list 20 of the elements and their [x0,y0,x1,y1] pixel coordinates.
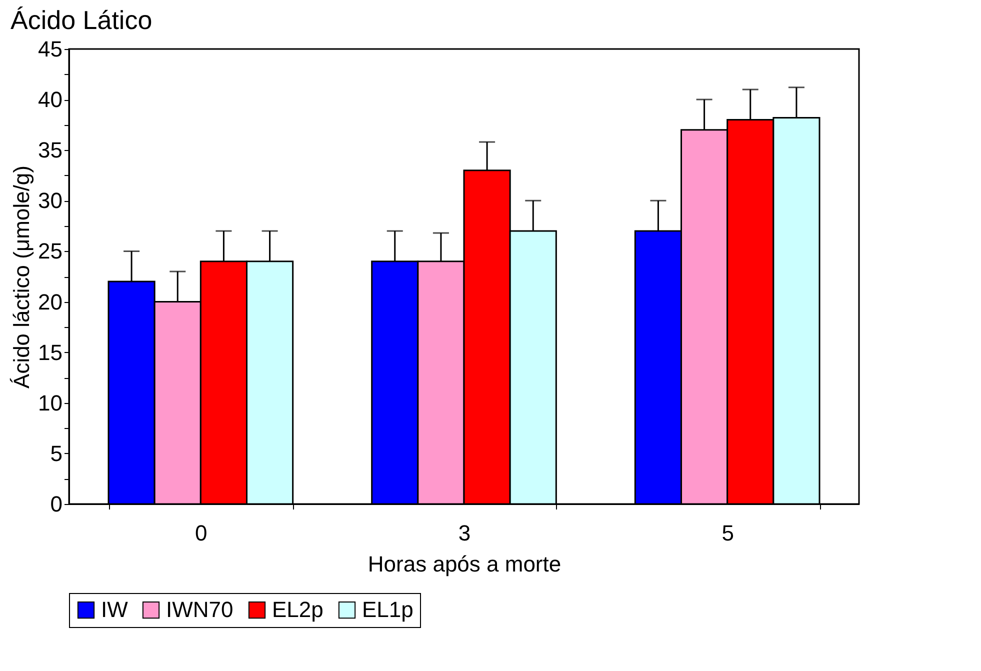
legend-label: EL1p [362,597,414,622]
x-tick-label: 3 [458,520,471,546]
y-tick-label: 15 [38,340,62,365]
chart-title: Ácido Lático [10,5,152,35]
y-axis-title: Ácido láctico (μmole/g) [9,166,34,388]
y-tick-label: 0 [50,492,62,516]
y-tick-label: 20 [38,289,62,314]
y-tick-label: 35 [38,138,62,163]
y-tick-label: 10 [38,390,62,416]
legend-label: EL2p [272,597,324,622]
y-tick-label: 25 [38,238,62,264]
y-tick-label: 40 [38,87,62,112]
legend-label: IW [101,597,128,622]
legend-label: IWN70 [166,597,234,622]
x-tick-label: 5 [722,520,734,546]
y-tick-label: 30 [38,188,62,214]
y-tick-label: 45 [38,36,62,62]
y-tick-label: 5 [50,440,62,466]
x-tick-label: 0 [195,520,208,546]
x-axis-title: Horas após a morte [368,552,562,576]
